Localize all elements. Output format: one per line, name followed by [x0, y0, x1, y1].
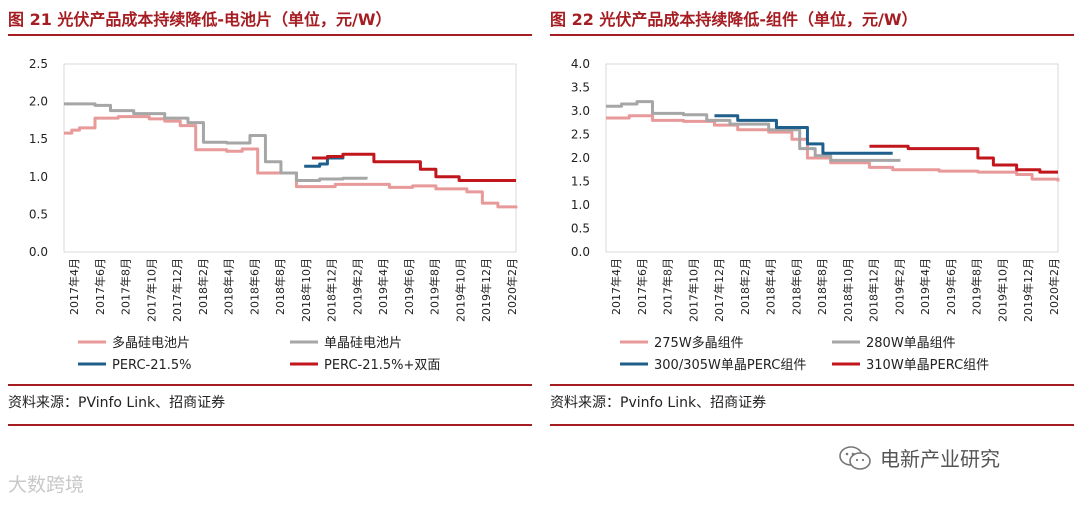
legend-label: PERC-21.5%+双面 [324, 358, 440, 373]
x-tick-label: 2019年12月 [1021, 258, 1035, 322]
plot-frame [605, 63, 1059, 253]
x-tick-label: 2018年2月 [738, 258, 752, 315]
x-tick-label: 2017年6月 [93, 258, 107, 315]
x-tick-label: 2017年8月 [661, 258, 675, 315]
chart-2-title: 图 22 光伏产品成本持续降低-组件（单位，元/W） [550, 10, 918, 29]
watermark-right: 电新产业研究 [838, 443, 1000, 472]
legend-label: 多晶硅电池片 [112, 335, 190, 351]
x-tick-label: 2019年8月 [970, 258, 984, 315]
x-tick-label: 2017年4月 [609, 258, 623, 315]
y-tick-label: 1.0 [29, 170, 48, 184]
x-tick-label: 2019年12月 [479, 258, 493, 322]
x-tick-label: 2018年8月 [815, 258, 829, 315]
chart-2-title-rule [550, 34, 1074, 36]
x-tick-label: 2019年2月 [350, 258, 364, 315]
x-tick-label: 2018年2月 [196, 258, 210, 315]
y-tick-label: 0.5 [571, 222, 590, 236]
x-tick-label: 2018年6月 [789, 258, 803, 315]
legend-label: PERC-21.5% [112, 358, 192, 373]
legend-label: 310W单晶PERC组件 [866, 358, 989, 373]
y-tick-label: 4.0 [571, 57, 590, 71]
x-tick-label: 2017年6月 [635, 258, 649, 315]
y-tick-label: 0.5 [29, 207, 48, 221]
series-line-1 [64, 102, 368, 183]
x-tick-label: 2018年12月 [325, 258, 339, 322]
x-tick-label: 2019年8月 [428, 258, 442, 315]
series-line-1 [606, 100, 901, 162]
plot-frame [63, 63, 517, 253]
x-tick-label: 2017年12月 [170, 258, 184, 322]
series-line-3 [311, 152, 516, 183]
series-line-2 [714, 114, 893, 155]
y-tick-label: 0.0 [29, 245, 48, 259]
watermark-left: 大数跨境 [8, 474, 85, 496]
x-tick-label: 2018年4月 [222, 258, 236, 315]
chart-2-source-rule [550, 384, 1074, 386]
x-tick-label: 2018年12月 [867, 258, 881, 322]
legend-label: 单晶硅电池片 [324, 336, 402, 351]
x-tick-label: 2019年6月 [944, 258, 958, 315]
x-tick-label: 2019年2月 [892, 258, 906, 315]
x-tick-label: 2017年8月 [119, 258, 133, 315]
chart-2-bottom-rule [550, 424, 1074, 426]
legend-label: 300/305W单晶PERC组件 [654, 358, 806, 373]
x-tick-label: 2018年4月 [764, 258, 778, 315]
x-tick-label: 2018年6月 [247, 258, 261, 315]
chart-1-bottom-rule [8, 424, 532, 426]
x-tick-label: 2020年2月 [1047, 258, 1061, 315]
x-tick-label: 2019年4月 [918, 258, 932, 315]
x-tick-label: 2018年8月 [273, 258, 287, 315]
x-tick-label: 2018年10月 [299, 258, 313, 322]
chart-1-title: 图 21 光伏产品成本持续降低-电池片（单位，元/W） [8, 10, 392, 29]
series-line-3 [869, 144, 1058, 174]
y-tick-label: 3.5 [571, 81, 590, 95]
y-tick-label: 2.5 [29, 57, 48, 71]
chart-2-svg: 4.0 3.5 3.0 2.5 2.0 1.5 1.0 0.5 0.0 2017年4月 2017年6… [571, 57, 1061, 373]
x-tick-label: 2017年10月 [144, 258, 158, 322]
x-tick-label: 2020年2月 [505, 258, 519, 315]
x-tick-label: 2019年10月 [995, 258, 1009, 322]
series-line-2 [304, 156, 345, 168]
series-line-0 [606, 114, 1060, 182]
legend-label: 275W多晶组件 [654, 335, 744, 351]
y-tick-label: 2.0 [29, 95, 48, 109]
y-tick-label: 2.0 [571, 151, 590, 165]
chart-1-svg: 2.5 2.0 1.5 1.0 0.5 0.0 2017年4月 2017年6月 2017年8月 2… [29, 57, 519, 373]
x-tick-label: 2019年6月 [402, 258, 416, 315]
x-tick-label: 2018年10月 [841, 258, 855, 322]
chart-2-source: 资料来源：Pvinfo Link、招商证券 [550, 395, 767, 411]
y-tick-label: 1.5 [29, 132, 48, 146]
legend-label: 280W单晶组件 [866, 336, 956, 351]
y-tick-label: 2.5 [571, 128, 590, 142]
x-tick-label: 2019年10月 [453, 258, 467, 322]
watermark-right-text: 电新产业研究 [880, 447, 1000, 471]
wechat-icon [839, 445, 871, 470]
series-line-0 [64, 115, 518, 209]
x-tick-label: 2017年10月 [686, 258, 700, 322]
chart-1-title-rule [8, 34, 532, 36]
chart-1-source-rule [8, 384, 532, 386]
chart-1-source: 资料来源：PVinfo Link、招商证券 [8, 395, 226, 411]
y-tick-label: 1.5 [571, 175, 590, 189]
y-tick-label: 1.0 [571, 198, 590, 212]
x-tick-label: 2019年4月 [376, 258, 390, 315]
y-tick-label: 0.0 [571, 245, 590, 259]
x-tick-label: 2017年12月 [712, 258, 726, 322]
x-tick-label: 2017年4月 [67, 258, 81, 315]
y-tick-label: 3.0 [571, 104, 590, 118]
